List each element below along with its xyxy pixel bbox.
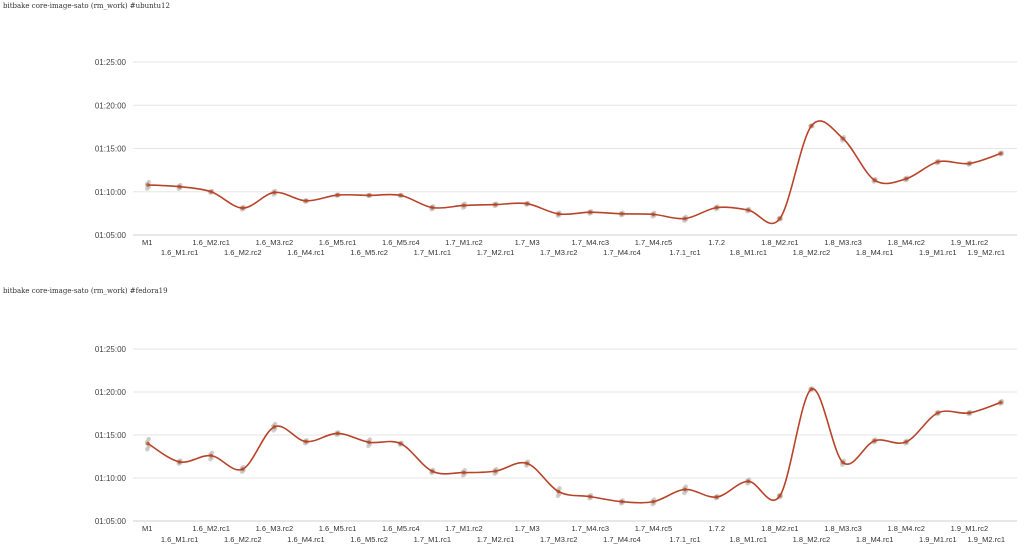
x-tick-label: 1.7.2	[708, 524, 725, 533]
x-tick-label: 1.6_M5.rc1	[319, 238, 357, 247]
x-tick-label: 1.9_M1.rc2	[951, 524, 989, 533]
x-tick-label: 1.8_M2.rc1	[761, 524, 799, 533]
x-tick-label: 1.6_M3.rc2	[256, 238, 294, 247]
x-tick-label: 1.7_M2.rc1	[477, 535, 515, 544]
x-tick-label: 1.7_M3.rc2	[540, 535, 578, 544]
x-tick-label: 1.6_M4.rc1	[287, 248, 325, 257]
trend-line	[147, 388, 1002, 504]
y-tick-label: 01:20:00	[95, 101, 127, 110]
sample-point	[557, 485, 562, 491]
x-tick-label: 1.6_M5.rc4	[382, 238, 420, 247]
y-tick-label: 01:20:00	[95, 388, 127, 397]
x-tick-label: 1.7_M1.rc2	[445, 238, 483, 247]
x-tick-label: 1.7_M4.rc4	[603, 248, 641, 257]
x-tick-label: 1.6_M5.rc1	[319, 524, 357, 533]
x-tick-label: M1	[142, 524, 152, 533]
x-tick-label: 1.8_M4.rc1	[856, 535, 894, 544]
chart-title: bitbake core-image-sato (rm_work) #ubunt…	[3, 2, 170, 10]
x-tick-label: 1.7_M4.rc3	[572, 238, 610, 247]
x-tick-label: 1.7_M4.rc5	[635, 524, 673, 533]
y-tick-label: 01:10:00	[95, 188, 127, 197]
x-tick-label: M1	[142, 238, 152, 247]
chart-fedora19: bitbake core-image-sato (rm_work) #fedor…	[0, 285, 1024, 548]
x-tick-label: 1.7_M4.rc4	[603, 535, 641, 544]
x-tick-label: 1.8_M1.rc1	[729, 535, 767, 544]
x-tick-label: 1.9_M1.rc1	[919, 248, 957, 257]
x-tick-label: 1.7_M3	[515, 524, 540, 533]
x-tick-label: 1.6_M4.rc1	[287, 535, 325, 544]
x-tick-label: 1.8_M4.rc1	[856, 248, 894, 257]
x-tick-label: 1.7_M1.rc2	[445, 524, 483, 533]
x-tick-label: 1.7.1_rc1	[669, 535, 700, 544]
y-tick-label: 01:15:00	[95, 431, 127, 440]
x-tick-label: 1.7.1_rc1	[669, 248, 700, 257]
chart-svg: 01:05:00 01:10:00 01:15:00 01:20:00 01:25:00…	[95, 58, 1017, 257]
x-tick-label: 1.8_M2.rc2	[793, 248, 831, 257]
trend-line	[147, 120, 1002, 225]
sample-point	[146, 436, 151, 442]
x-tick-label: 1.6_M1.rc1	[161, 248, 199, 257]
x-tick-label: 1.6_M5.rc4	[382, 524, 420, 533]
x-tick-label: 1.8_M1.rc1	[729, 248, 767, 257]
y-tick-label: 01:10:00	[95, 474, 127, 483]
x-tick-label: 1.6_M5.rc2	[350, 535, 388, 544]
x-tick-label: 1.7_M4.rc3	[572, 524, 610, 533]
x-tick-label: 1.6_M3.rc2	[256, 524, 294, 533]
x-tick-label: 1.7.2	[708, 238, 725, 247]
y-tick-label: 01:25:00	[95, 58, 127, 67]
x-tick-label: 1.8_M3.rc3	[824, 238, 862, 247]
x-tick-label: 1.8_M4.rc2	[887, 238, 925, 247]
x-tick-label: 1.6_M2.rc1	[192, 524, 230, 533]
x-tick-label: 1.7_M1.rc1	[414, 248, 452, 257]
x-tick-label: 1.8_M2.rc1	[761, 238, 799, 247]
x-tick-label: 1.7_M1.rc1	[414, 535, 452, 544]
y-tick-label: 01:05:00	[95, 231, 127, 240]
x-tick-label: 1.9_M2.rc1	[967, 248, 1005, 257]
y-tick-label: 01:25:00	[95, 345, 127, 354]
x-tick-label: 1.8_M4.rc2	[887, 524, 925, 533]
y-tick-label: 01:15:00	[95, 145, 127, 154]
x-tick-label: 1.6_M2.rc2	[224, 248, 262, 257]
x-tick-label: 1.8_M2.rc2	[793, 535, 831, 544]
chart-title: bitbake core-image-sato (rm_work) #fedor…	[3, 287, 168, 295]
x-tick-label: 1.7_M3.rc2	[540, 248, 578, 257]
x-tick-label: 1.9_M1.rc1	[919, 535, 957, 544]
x-tick-label: 1.9_M1.rc2	[951, 238, 989, 247]
x-tick-label: 1.9_M2.rc1	[967, 535, 1005, 544]
chart-ubuntu12: bitbake core-image-sato (rm_work) #ubunt…	[3, 2, 1017, 257]
x-tick-label: 1.7_M4.rc5	[635, 238, 673, 247]
x-tick-label: 1.7_M2.rc1	[477, 248, 515, 257]
x-tick-label: 1.6_M2.rc1	[192, 238, 230, 247]
x-tick-label: 1.6_M1.rc1	[161, 535, 199, 544]
x-tick-label: 1.8_M3.rc3	[824, 524, 862, 533]
chart-svg: 01:05:00 01:10:00 01:15:00 01:20:00 01:25:00…	[95, 345, 1017, 544]
x-tick-label: 1.6_M5.rc2	[350, 248, 388, 257]
x-tick-label: 1.7_M3	[515, 238, 540, 247]
x-tick-label: 1.6_M2.rc2	[224, 535, 262, 544]
y-tick-label: 01:05:00	[95, 517, 127, 526]
